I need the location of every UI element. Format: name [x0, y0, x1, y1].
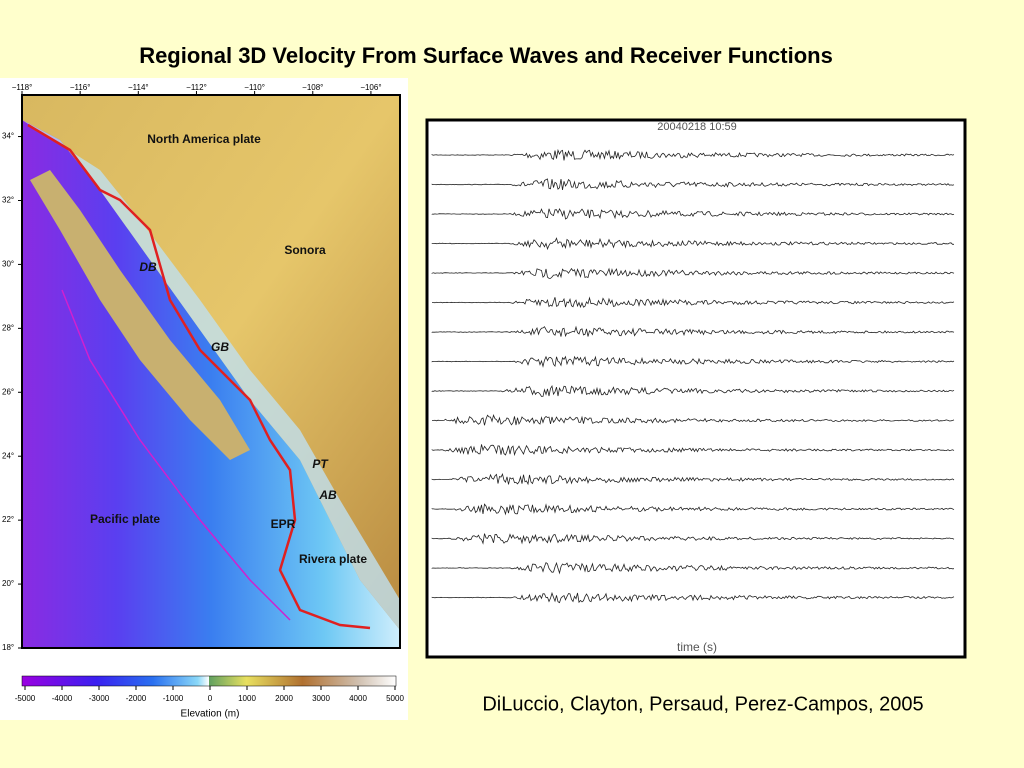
trace — [431, 385, 955, 397]
trace — [431, 207, 955, 220]
trace — [431, 355, 955, 368]
x-tick-label: −118° — [12, 83, 33, 92]
colorbar-label: Elevation (m) — [181, 709, 240, 720]
trace — [431, 237, 954, 251]
y-tick-label: 26° — [2, 387, 14, 396]
map-label: EPR — [271, 517, 296, 531]
trace — [431, 178, 955, 190]
x-tick-label: −114° — [128, 83, 149, 92]
trace — [431, 148, 955, 161]
y-tick-label: 24° — [2, 451, 14, 460]
baja — [30, 170, 250, 460]
colorbar-tick-label: 1000 — [238, 694, 256, 703]
y-tick-label: 32° — [2, 196, 14, 205]
colorbar-tick-label: 3000 — [312, 694, 330, 703]
colorbar-tick-label: 5000 — [386, 694, 404, 703]
trace — [431, 267, 955, 279]
colorbar-tick-label: 0 — [208, 694, 213, 703]
trace — [431, 444, 955, 457]
trace — [431, 472, 955, 486]
colorbar-tick-label: -1000 — [163, 694, 184, 703]
x-tick-label: −110° — [244, 83, 265, 92]
y-tick-label: 30° — [2, 260, 14, 269]
colorbar-tick-label: 4000 — [349, 694, 367, 703]
y-tick-label: 22° — [2, 515, 14, 524]
colorbar-tick-label: -4000 — [52, 694, 73, 703]
map-label: Pacific plate — [90, 512, 160, 526]
y-tick-label: 18° — [2, 643, 14, 652]
map-frame — [21, 94, 401, 649]
x-tick-label: −106° — [360, 83, 381, 92]
seismogram-header: 20040218 10:59 — [657, 121, 737, 133]
y-tick-label: 28° — [2, 323, 14, 332]
map-label: GB — [211, 340, 229, 354]
y-tick-label: 20° — [2, 579, 14, 588]
map-label: North America plate — [147, 132, 261, 146]
trace — [431, 325, 955, 338]
map — [21, 94, 401, 649]
map-label: DB — [139, 260, 157, 274]
trace — [431, 591, 955, 604]
y-tick-label: 34° — [2, 132, 14, 141]
trace — [431, 413, 955, 426]
map-label: AB — [318, 488, 337, 502]
colorbar — [21, 675, 397, 687]
trench — [61, 289, 291, 621]
trace — [431, 533, 955, 545]
map-label: Rivera plate — [299, 552, 367, 566]
traces — [431, 148, 955, 604]
citation: DiLuccio, Clayton, Persaud, Perez-Campos… — [482, 693, 923, 715]
slide-title: Regional 3D Velocity From Surface Waves … — [139, 43, 833, 68]
colorbar-tick-label: 2000 — [275, 694, 293, 703]
trace — [431, 503, 955, 516]
x-tick-label: −116° — [70, 83, 91, 92]
x-tick-label: −108° — [302, 83, 323, 92]
colorbar-tick-label: -5000 — [15, 694, 36, 703]
colorbar-tick-label: -3000 — [89, 694, 110, 703]
map-label: Sonora — [284, 243, 326, 257]
gulf — [22, 120, 400, 630]
map-label: PT — [312, 457, 329, 471]
seismogram-xlabel: time (s) — [677, 640, 717, 654]
x-tick-label: −112° — [186, 83, 207, 92]
colorbar-tick-label: -2000 — [126, 694, 147, 703]
mainland — [22, 95, 400, 630]
plate-boundary — [27, 123, 371, 630]
trace — [431, 561, 955, 575]
trace — [431, 296, 955, 309]
